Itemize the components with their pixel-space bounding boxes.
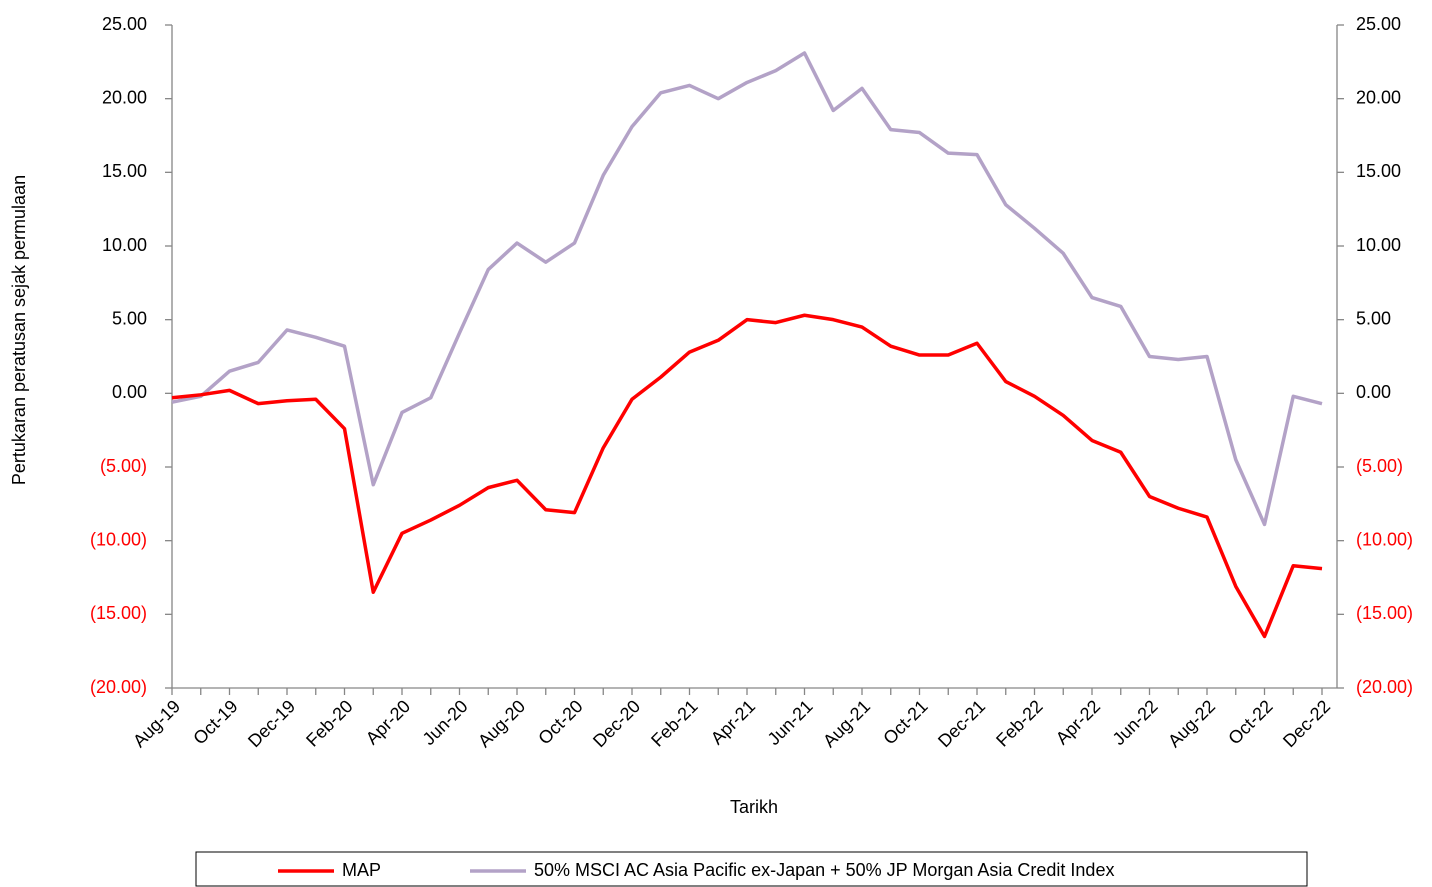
x-tick-label: Aug-20 (474, 696, 529, 751)
x-tick-label: Oct-21 (879, 696, 931, 748)
line-series (171, 51, 1323, 527)
y-tick-label: (10.00) (90, 529, 147, 549)
y2-tick-label: 0.00 (1356, 382, 1391, 402)
x-tick-label: Feb-22 (992, 696, 1046, 750)
y-tick-label: (20.00) (90, 677, 147, 697)
x-tick-label: Aug-21 (819, 696, 874, 751)
x-tick-label: Dec-19 (244, 696, 299, 751)
y2-tick-label: (10.00) (1356, 529, 1413, 549)
legend-label: 50% MSCI AC Asia Pacific ex-Japan + 50% … (534, 860, 1114, 880)
y2-tick-label: 5.00 (1356, 308, 1391, 328)
y-tick-label: (15.00) (90, 603, 147, 623)
x-tick-label: Aug-19 (129, 696, 184, 751)
y-tick-label: 15.00 (102, 161, 147, 181)
y2-tick-label: 15.00 (1356, 161, 1401, 181)
x-axis-label: Tarikh (730, 797, 778, 817)
x-tick-label: Oct-20 (534, 696, 586, 748)
y-tick-label: 0.00 (112, 382, 147, 402)
x-tick-label: Dec-22 (1279, 696, 1334, 751)
x-tick-label: Dec-21 (934, 696, 989, 751)
line-series (171, 313, 1323, 639)
y-tick-label: 25.00 (102, 14, 147, 34)
y2-tick-label: (15.00) (1356, 603, 1413, 623)
x-tick-label: Aug-22 (1164, 696, 1219, 751)
x-tick-label: Oct-22 (1224, 696, 1276, 748)
x-tick-label: Apr-20 (362, 696, 414, 748)
x-tick-label: Feb-20 (302, 696, 356, 750)
y2-tick-label: (20.00) (1356, 677, 1413, 697)
x-tick-label: Feb-21 (647, 696, 701, 750)
x-tick-label: Apr-22 (1052, 696, 1104, 748)
y2-tick-label: (5.00) (1356, 456, 1403, 476)
y-axis-label: Pertukaran peratusan sejak permulaan (9, 175, 29, 485)
x-tick-label: Jun-20 (419, 696, 472, 749)
x-tick-label: Dec-20 (589, 696, 644, 751)
y-tick-label: 20.00 (102, 87, 147, 107)
y-tick-label: 5.00 (112, 308, 147, 328)
x-tick-label: Oct-19 (189, 696, 241, 748)
y2-tick-label: 25.00 (1356, 14, 1401, 34)
y-tick-label: (5.00) (100, 456, 147, 476)
x-tick-label: Jun-22 (1109, 696, 1162, 749)
y2-tick-label: 10.00 (1356, 235, 1401, 255)
legend (195, 851, 1308, 887)
legend-label: MAP (342, 860, 381, 880)
x-tick-label: Apr-21 (707, 696, 759, 748)
y2-tick-label: 20.00 (1356, 87, 1401, 107)
x-tick-label: Jun-21 (764, 696, 817, 749)
y-tick-label: 10.00 (102, 235, 147, 255)
